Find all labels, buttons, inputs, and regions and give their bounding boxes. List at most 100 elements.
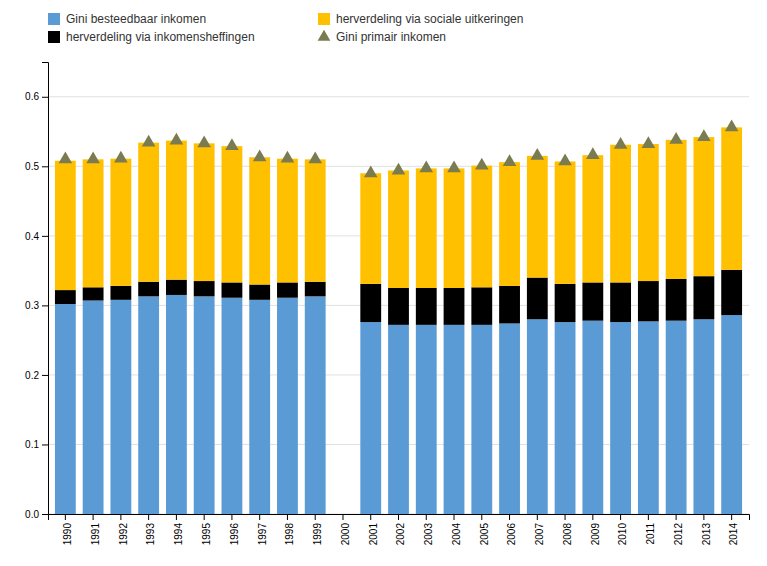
tick-label: 2006 [506, 523, 517, 546]
bar [333, 514, 354, 515]
tick-label: 2005 [479, 523, 490, 546]
tick-label: 0.3 [25, 300, 39, 311]
tick: 2007 [534, 514, 545, 545]
tick: 1992 [118, 514, 129, 545]
tick-mark [731, 514, 732, 520]
tick-label: 1997 [257, 523, 268, 546]
tick: 1996 [229, 514, 240, 545]
legend-label: Gini primair inkomen [336, 30, 446, 44]
bar [249, 157, 270, 284]
tick-mark [176, 514, 177, 520]
bar [305, 296, 326, 514]
tick: 1997 [257, 514, 268, 545]
bar [333, 514, 354, 515]
tick-label: 1998 [284, 523, 295, 546]
tick-mark [426, 514, 427, 520]
tick: 1998 [284, 514, 295, 545]
tick-label: 2011 [645, 523, 656, 545]
bar [110, 286, 131, 300]
grid-line [48, 96, 749, 97]
bar [693, 137, 714, 276]
tick: 1994 [173, 514, 184, 545]
bar [249, 285, 270, 300]
tick-label: 1994 [173, 523, 184, 546]
tick: 2014 [728, 514, 739, 545]
tick-mark [565, 514, 566, 520]
bar [277, 159, 298, 283]
tick-mark [342, 514, 343, 520]
point [531, 148, 545, 160]
tick-mark [315, 514, 316, 520]
legend-item: Gini besteedbaar inkomen [48, 12, 206, 26]
tick: 1995 [201, 514, 212, 545]
tick: 2011 [645, 514, 656, 545]
legend: Gini besteedbaar inkomen herverdeling via… [48, 12, 523, 44]
tick-mark [481, 514, 482, 520]
tick-label: 2009 [590, 523, 601, 546]
tick-mark [287, 514, 288, 520]
tick-label: 1993 [145, 523, 156, 546]
marks [55, 120, 742, 514]
tick-label: 2004 [451, 523, 462, 546]
grid [48, 97, 749, 514]
tick: 0.6 [25, 91, 48, 102]
tick-label: 1995 [201, 523, 212, 546]
bar [83, 159, 104, 287]
bar [610, 282, 631, 322]
bar [55, 290, 76, 304]
tick-mark [42, 97, 48, 98]
legend-swatch [48, 31, 60, 43]
tick-label: 1996 [229, 523, 240, 546]
tick: 0.1 [25, 439, 48, 450]
bar [249, 300, 270, 514]
tick-mark [592, 514, 593, 520]
bar [527, 156, 548, 278]
legend-label: Gini besteedbaar inkomen [66, 12, 206, 26]
point [503, 154, 517, 166]
bar [305, 159, 326, 281]
tick-label: 1991 [90, 523, 101, 546]
bar [582, 155, 603, 282]
tick-label: 2012 [673, 523, 684, 546]
tick-label: 0.5 [25, 161, 39, 172]
tick: 2013 [701, 514, 712, 545]
bar [499, 162, 520, 286]
legend-swatch [318, 30, 331, 41]
bar [527, 278, 548, 320]
bar [527, 319, 548, 514]
tick: 1991 [90, 514, 101, 545]
tick-mark [42, 514, 48, 515]
bar [83, 287, 104, 300]
bar [666, 140, 687, 279]
axis-line [49, 515, 750, 521]
tick-mark [703, 514, 704, 520]
legend-label: herverdeling via inkomensheffingen [66, 30, 255, 44]
point [697, 129, 711, 141]
plot: 0.0 0.1 0.2 0.3 0.4 0.5 0.6 1990 1991 1992 1993 199… [25, 63, 749, 546]
tick: 2008 [562, 514, 573, 545]
tick-mark [231, 514, 232, 520]
bar [194, 143, 215, 281]
bar [471, 325, 492, 514]
bar [305, 282, 326, 297]
bar [666, 321, 687, 514]
tick: 1990 [62, 514, 73, 545]
bar [416, 288, 437, 325]
bar [666, 279, 687, 321]
point [642, 136, 656, 148]
tick-mark [120, 514, 121, 520]
bar-series [55, 295, 742, 514]
tick-mark [148, 514, 149, 520]
point [586, 147, 600, 159]
tick: 0.2 [25, 370, 48, 381]
bar [55, 161, 76, 290]
tick-mark [42, 166, 48, 167]
tick: 2010 [617, 514, 628, 545]
tick-label: 1990 [62, 523, 73, 546]
tick-mark [42, 305, 48, 306]
tick: 2009 [590, 514, 601, 545]
tick: 0.0 [25, 509, 48, 520]
tick-label: 0.4 [25, 231, 39, 242]
x-axis: 1990199119921993199419951996199719981999… [49, 514, 750, 545]
tick-label: 2014 [728, 523, 739, 546]
